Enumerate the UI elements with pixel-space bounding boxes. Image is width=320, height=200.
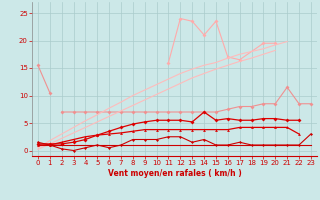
X-axis label: Vent moyen/en rafales ( km/h ): Vent moyen/en rafales ( km/h ) bbox=[108, 169, 241, 178]
